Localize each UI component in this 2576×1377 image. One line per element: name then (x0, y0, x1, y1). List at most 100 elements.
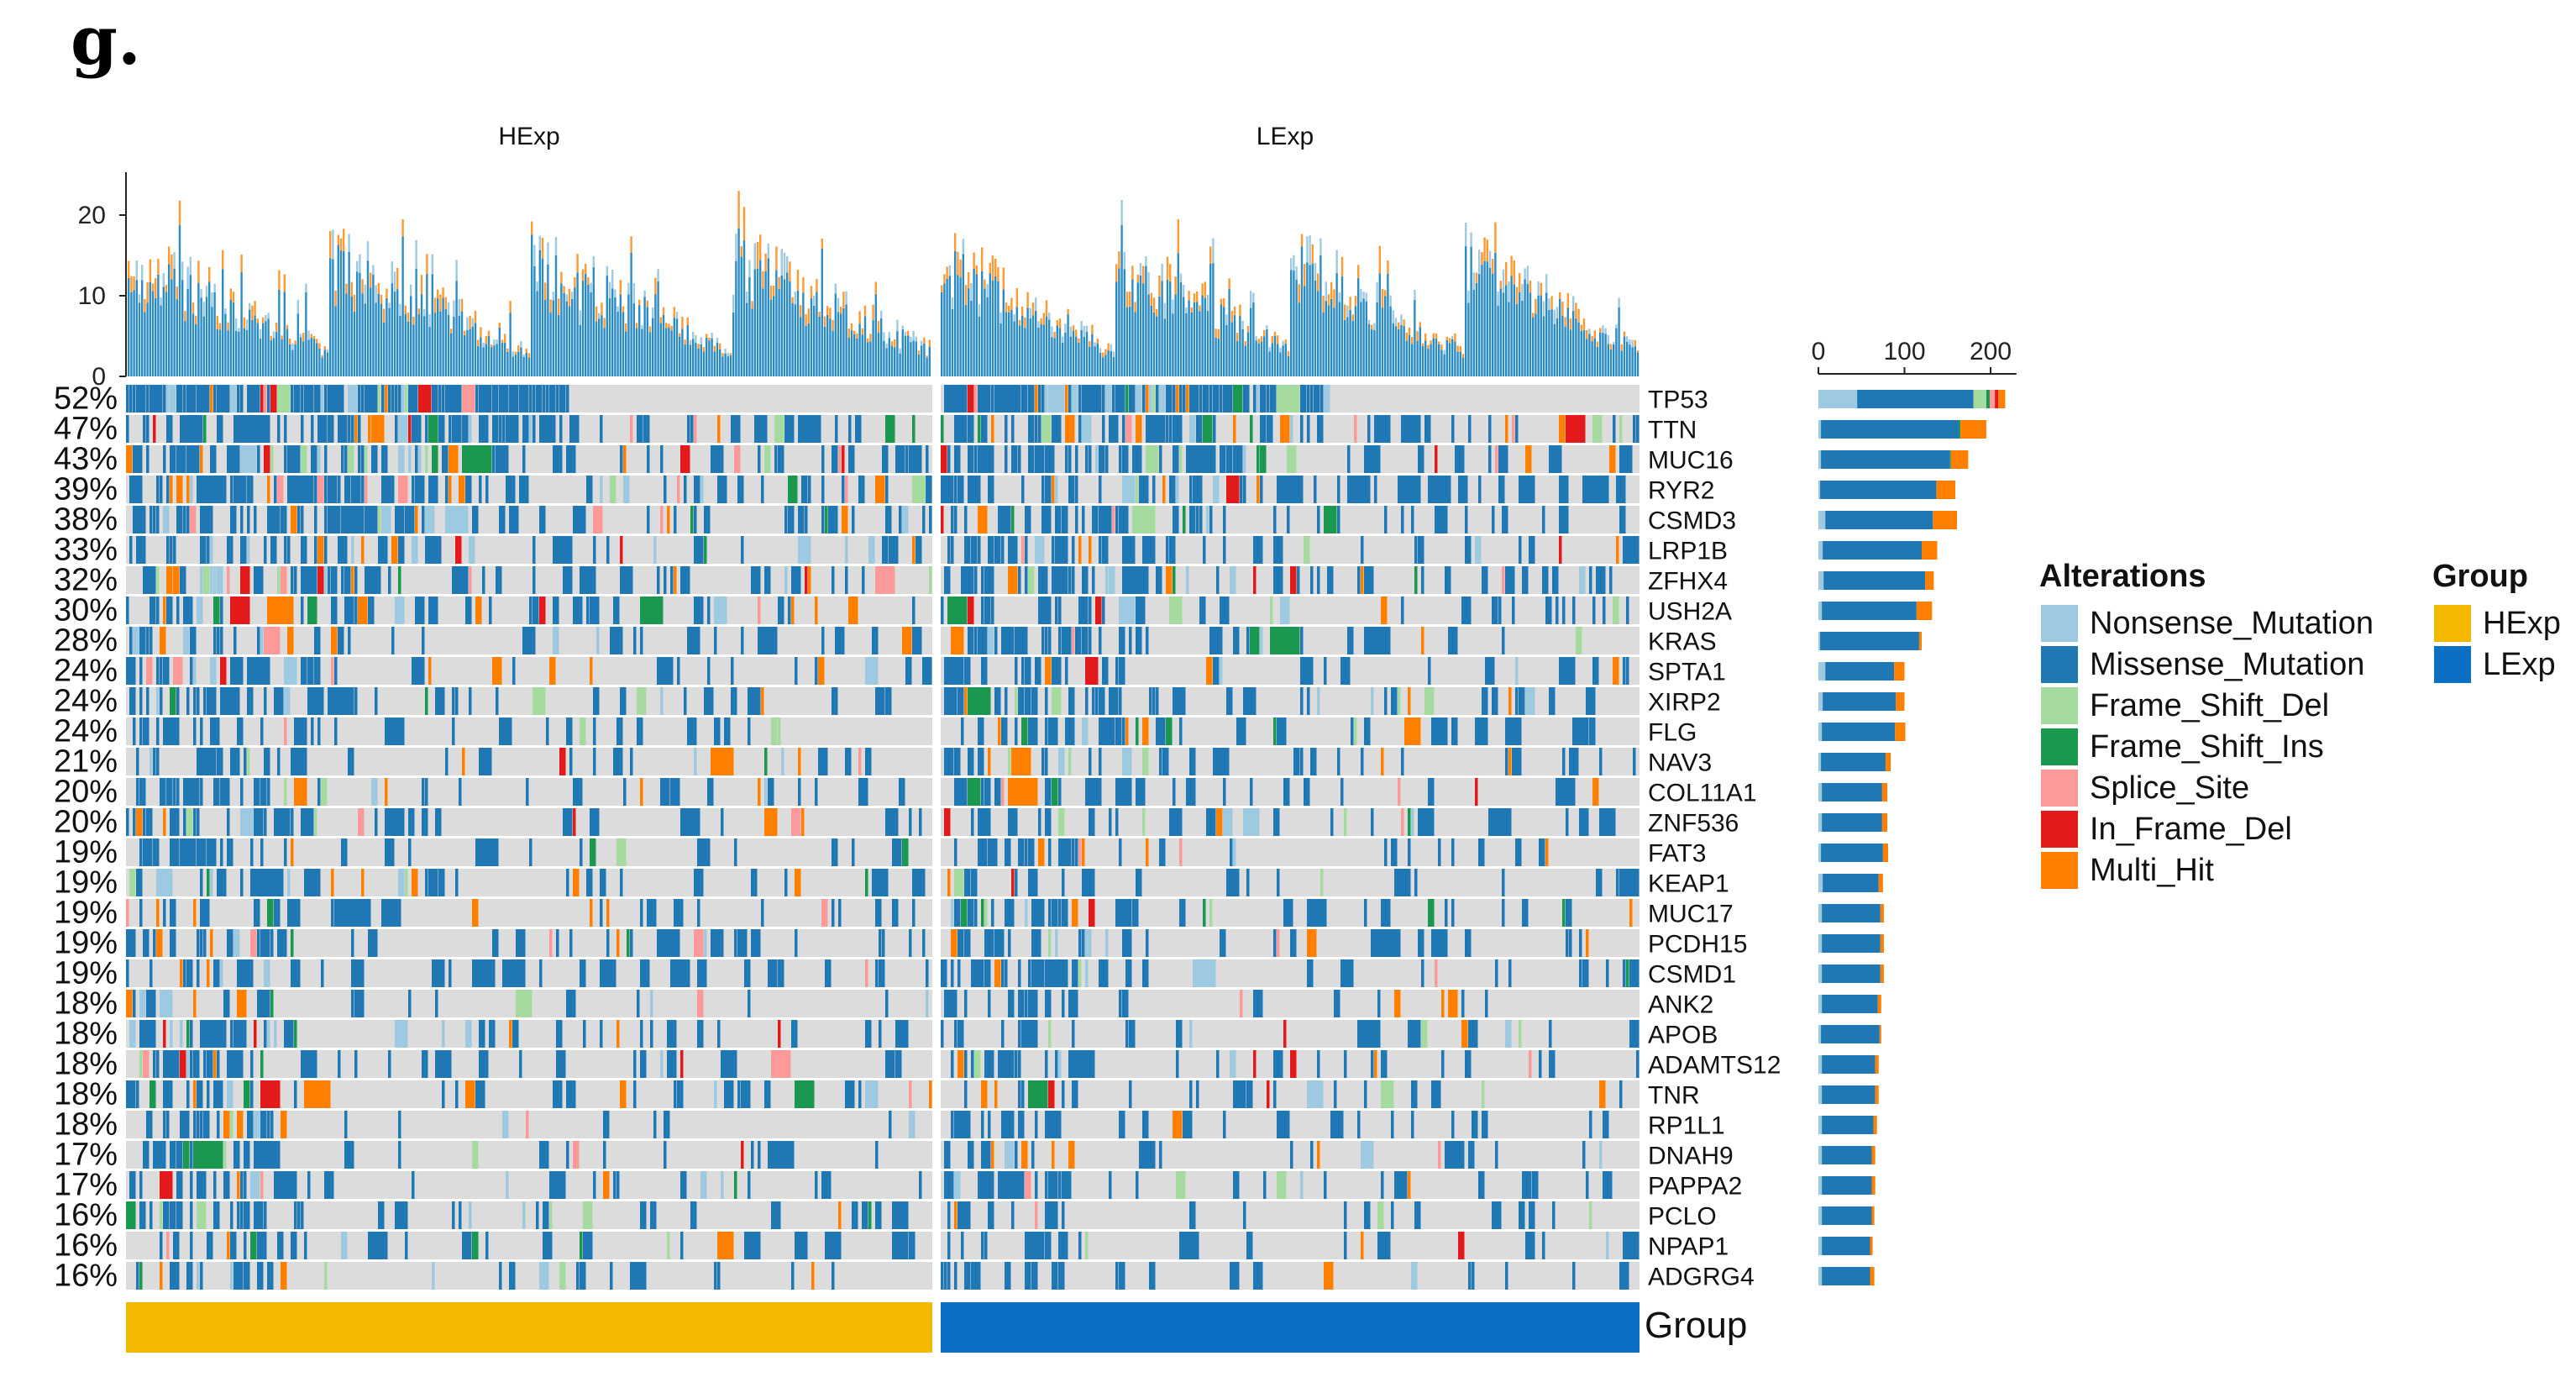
top-bar-other (1064, 323, 1067, 333)
top-bar-missense (675, 318, 679, 376)
top-bar-other (962, 239, 964, 255)
mutation-mark (1451, 415, 1455, 443)
mutation-mark (1058, 808, 1065, 836)
side-axis-tick-label: 100 (1883, 338, 1925, 365)
mutation-mark (1173, 385, 1176, 413)
mutation-mark (613, 597, 620, 624)
mutation-mark (311, 415, 314, 443)
top-bar-other (1131, 265, 1134, 280)
top-bar-other (1626, 336, 1629, 342)
mutation-mark (778, 597, 784, 624)
top-bar-missense (469, 328, 471, 376)
top-bar-other (1378, 245, 1381, 274)
mutation-mark (220, 627, 223, 654)
top-bar-missense (1623, 336, 1626, 376)
mutation-mark (593, 748, 596, 775)
top-bar-other (1349, 297, 1351, 310)
top-bar-missense (460, 311, 464, 376)
mutation-mark (569, 748, 573, 775)
mutation-mark (197, 748, 217, 775)
top-bar-missense (211, 307, 213, 376)
mutation-mark (724, 717, 731, 745)
mutation-mark (667, 506, 670, 533)
top-bar-missense (1228, 289, 1230, 376)
mutation-mark (1482, 1080, 1485, 1108)
mutation-mark (947, 1201, 951, 1229)
mutation-mark (153, 838, 160, 866)
top-bar-missense (1344, 319, 1346, 376)
mutation-mark (998, 717, 1001, 745)
mutation-mark (166, 536, 170, 564)
mutation-mark (1075, 627, 1082, 654)
mutation-mark (1354, 717, 1357, 745)
top-bar-missense (1405, 340, 1408, 376)
mutation-mark (1243, 385, 1250, 413)
top-bar-missense (1333, 307, 1335, 376)
mutation-mark (408, 808, 415, 836)
mutation-mark (1035, 1111, 1038, 1138)
mutation-mark (1048, 929, 1052, 957)
mutation-mark (1089, 748, 1092, 775)
mutation-mark (435, 990, 438, 1017)
top-bar-missense (312, 339, 316, 376)
mutation-mark (1052, 657, 1062, 685)
mutation-mark (183, 959, 186, 987)
mutation-mark (1129, 627, 1132, 654)
top-bar-other (1013, 314, 1015, 322)
side-bar-segment (1818, 964, 1823, 983)
top-bar-other (657, 269, 659, 281)
mutation-mark (1105, 566, 1109, 594)
top-bar-missense (1015, 307, 1018, 376)
top-bar-other (1045, 300, 1048, 317)
mutation-mark (1132, 506, 1156, 533)
top-bar-missense (1048, 319, 1051, 376)
mutation-mark (291, 1232, 297, 1259)
gene-name: PCLO (1648, 1203, 1717, 1231)
mutation-mark (1592, 415, 1603, 443)
mutation-mark (1253, 536, 1263, 564)
top-bar-missense (981, 271, 984, 376)
mutation-mark (324, 1262, 328, 1290)
top-bar-missense (350, 297, 353, 376)
mutation-mark (941, 597, 944, 624)
mutation-mark (1592, 597, 1596, 624)
mutation-mark (1072, 1020, 1075, 1048)
mutation-mark (1052, 1141, 1055, 1169)
mutation-mark (690, 1201, 697, 1229)
mutation-mark (1257, 385, 1260, 413)
gene-percent: 24% (54, 654, 118, 689)
mutation-mark (395, 506, 405, 533)
mutation-mark (1122, 536, 1136, 564)
mutation-mark (1015, 1141, 1018, 1169)
top-bar-missense (1515, 303, 1519, 376)
top-bar-other (460, 298, 464, 312)
mutation-mark (284, 657, 297, 685)
mutation-mark (509, 385, 519, 413)
mutation-mark (143, 808, 146, 836)
mutation-mark (1398, 476, 1421, 503)
mutation-mark (207, 959, 210, 987)
top-bar-other (590, 282, 592, 293)
mutation-mark (163, 1111, 166, 1138)
side-bar-segment (1818, 1146, 1823, 1164)
mutation-mark (422, 506, 425, 533)
mutation-mark (1270, 627, 1300, 654)
mutation-mark (1542, 506, 1545, 533)
top-axis-tick-label: 0 (92, 363, 106, 391)
mutation-mark (213, 778, 220, 806)
mutation-mark (1048, 627, 1052, 654)
mutation-mark (858, 476, 865, 503)
mutation-mark (304, 385, 314, 413)
mutation-mark (1041, 476, 1045, 503)
mutation-mark (240, 869, 244, 896)
side-bar-segment (1822, 1237, 1870, 1255)
mutation-mark (176, 385, 183, 413)
top-bar-missense (759, 260, 762, 376)
top-bar-other (1623, 331, 1626, 337)
mutation-mark (1058, 899, 1062, 927)
mutation-mark (324, 536, 328, 564)
top-bar-missense (842, 307, 845, 376)
top-bar-missense (894, 347, 896, 376)
mutation-mark (1035, 385, 1038, 413)
